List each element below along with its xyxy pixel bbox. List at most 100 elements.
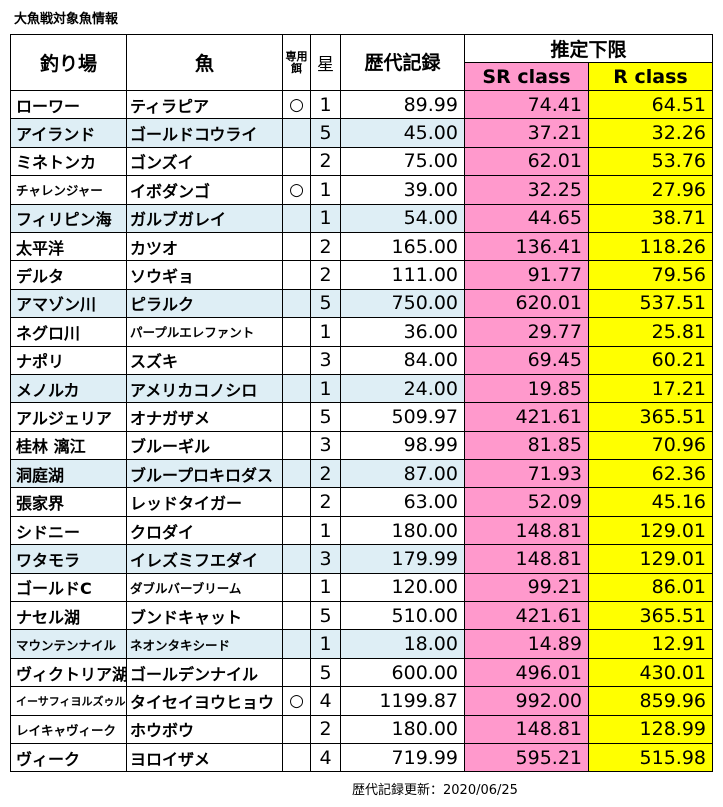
bait-cell [282,544,311,574]
sr-class-cell: 52.09 [464,487,589,517]
record-cell: 89.99 [340,89,465,120]
sr-class-cell: 71.93 [464,459,589,489]
spot-cell: チャレンジャー [10,175,127,205]
bait-cell: ○ [282,686,311,716]
bait-cell [282,146,311,177]
spot-cell: レイキャヴィーク [10,714,127,744]
star-cell: 5 [310,118,341,148]
spot-cell: メノルカ [10,373,127,404]
bait-cell [282,459,311,489]
spot-cell: フィリピン海 [10,203,127,233]
bait-cell [282,345,311,375]
spot-cell: ヴィーク [10,742,127,773]
star-cell: 1 [310,203,341,233]
fish-cell: カツオ [126,231,283,262]
header-sr-class: SR class [464,62,589,91]
fish-cell: ネオンタキシード [126,629,283,659]
star-cell: 2 [310,714,341,744]
sr-class-cell: 595.21 [464,742,589,773]
star-cell: 3 [310,544,341,574]
spot-cell: アマゾン川 [10,288,127,319]
spot-cell: ナセル湖 [10,601,127,631]
sr-class-cell: 32.25 [464,175,589,205]
sr-class-cell: 91.77 [464,260,589,290]
table-row: ゴールドC ダブルバーブリーム 1 120.00 99.21 86.01 [10,572,714,603]
bait-cell [282,317,311,347]
record-cell: 1199.87 [340,686,465,716]
bait-cell [282,203,311,233]
sr-class-cell: 14.89 [464,629,589,659]
spot-cell: アルジェリア [10,402,127,432]
fish-cell: スズキ [126,345,283,375]
bait-cell [282,231,311,262]
table-row: ミネトンカ ゴンズイ 2 75.00 62.01 53.76 [10,146,714,177]
bait-cell [282,742,311,773]
bait-cell [282,601,311,631]
spot-cell: 桂林 漓江 [10,430,127,461]
spot-cell: ネグロ川 [10,317,127,347]
r-class-cell: 128.99 [587,714,714,744]
record-cell: 98.99 [340,430,465,461]
record-cell: 45.00 [340,118,465,148]
fish-cell: ゴンズイ [126,146,283,177]
star-cell: 1 [310,317,341,347]
table-row: デルタ ソウギョ 2 111.00 91.77 79.56 [10,260,714,290]
star-cell: 3 [310,345,341,375]
spot-cell: マウンテンナイル [10,629,127,659]
sr-class-cell: 421.61 [464,402,589,432]
r-class-cell: 537.51 [587,288,714,319]
fish-cell: ゴールドコウライ [126,118,283,148]
table-row: メノルカ アメリカコノシロ 1 24.00 19.85 17.21 [10,373,714,404]
spot-cell: ローワー [10,89,127,120]
fish-cell: タイセイヨウヒョウ [126,686,283,716]
spot-cell: イーサフィヨルズゥル [10,686,127,716]
bait-cell: ○ [282,175,311,205]
bait-cell [282,288,311,319]
r-class-cell: 365.51 [587,402,714,432]
fish-cell: オナガザメ [126,402,283,432]
bait-cell [282,118,311,148]
fish-cell: ガルブガレイ [126,203,283,233]
r-class-cell: 859.96 [587,686,714,716]
table-row: ヴィクトリア湖 ゴールデンナイル 5 600.00 496.01 430.01 [10,657,714,688]
spot-cell: 張家界 [10,487,127,517]
table-row: ネグロ川 パープルエレファント 1 36.00 29.77 25.81 [10,317,714,347]
table-row: ローワー ティラピア ○ 1 89.99 74.41 64.51 [10,89,714,120]
header-r-class: R class [587,62,714,91]
star-cell: 1 [310,629,341,659]
sr-class-cell: 148.81 [464,515,589,546]
record-cell: 719.99 [340,742,465,773]
record-cell: 179.99 [340,544,465,574]
r-class-cell: 60.21 [587,345,714,375]
sr-class-cell: 148.81 [464,714,589,744]
record-cell: 18.00 [340,629,465,659]
r-class-cell: 27.96 [587,175,714,205]
fish-cell: レッドタイガー [126,487,283,517]
fish-cell: ゴールデンナイル [126,657,283,688]
table-row: マウンテンナイル ネオンタキシード 1 18.00 14.89 12.91 [10,629,714,659]
header-star: 星 [310,34,341,91]
star-cell: 2 [310,459,341,489]
spot-cell: ナポリ [10,345,127,375]
table-row: イーサフィヨルズゥル タイセイヨウヒョウ ○ 4 1199.87 992.00 859.96 [10,686,714,716]
spot-cell: ミネトンカ [10,146,127,177]
bait-cell [282,260,311,290]
record-cell: 63.00 [340,487,465,517]
record-cell: 180.00 [340,515,465,546]
sr-class-cell: 99.21 [464,572,589,603]
star-cell: 2 [310,487,341,517]
r-class-cell: 53.76 [587,146,714,177]
table-row: 桂林 漓江 ブルーギル 3 98.99 81.85 70.96 [10,430,714,461]
table-row: アイランド ゴールドコウライ 5 45.00 37.21 32.26 [10,118,714,148]
record-cell: 750.00 [340,288,465,319]
table-row: 太平洋 カツオ 2 165.00 136.41 118.26 [10,231,714,262]
star-cell: 1 [310,175,341,205]
fish-cell: アメリカコノシロ [126,373,283,404]
spot-cell: アイランド [10,118,127,148]
spot-cell: 太平洋 [10,231,127,262]
fish-cell: クロダイ [126,515,283,546]
table-row: 洞庭湖 ブループロキロダス 2 87.00 71.93 62.36 [10,459,714,489]
fish-cell: ブループロキロダス [126,459,283,489]
record-cell: 75.00 [340,146,465,177]
r-class-cell: 64.51 [587,89,714,120]
